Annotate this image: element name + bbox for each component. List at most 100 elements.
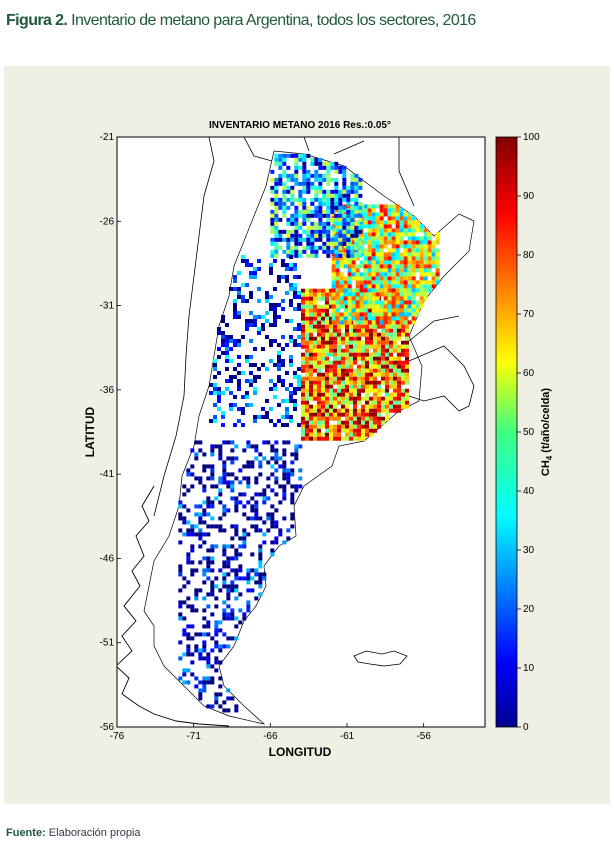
- heat-cell: [405, 372, 409, 377]
- heat-cell: [309, 356, 313, 361]
- heat-cell: [186, 520, 191, 525]
- heat-cell: [347, 276, 352, 281]
- heat-cell: [309, 352, 313, 357]
- heat-cell: [222, 580, 227, 585]
- heat-cell: [391, 208, 396, 213]
- heat-cell: [222, 440, 227, 445]
- heat-cell: [369, 380, 373, 385]
- heat-cell: [407, 212, 412, 217]
- heat-cell: [314, 213, 319, 218]
- heat-cell: [301, 360, 305, 365]
- heat-cell: [354, 177, 359, 182]
- heat-cell: [334, 205, 339, 210]
- heat-cell: [338, 241, 343, 246]
- heat-cell: [178, 676, 183, 681]
- heat-cell: [387, 256, 392, 261]
- figure-source: Fuente: Elaboración propia: [6, 827, 141, 839]
- heat-cell: [198, 528, 203, 533]
- heat-cell: [285, 343, 289, 347]
- heat-cell: [343, 256, 348, 261]
- heat-cell: [353, 420, 357, 425]
- heat-cell: [337, 396, 341, 401]
- heat-cell: [194, 504, 199, 509]
- heat-cell: [427, 248, 432, 253]
- heat-cell: [282, 201, 287, 206]
- heat-cell: [395, 256, 400, 261]
- heat-cell: [339, 284, 344, 289]
- heat-cell: [262, 440, 267, 445]
- heat-cell: [326, 209, 331, 214]
- heat-cell: [321, 404, 325, 409]
- heat-cell: [202, 684, 207, 689]
- heat-cell: [294, 165, 299, 170]
- heat-cell: [233, 287, 237, 291]
- heat-cell: [294, 444, 299, 449]
- heat-cell: [419, 252, 424, 257]
- heat-cell: [281, 307, 285, 311]
- heat-cell: [345, 360, 349, 365]
- heat-cell: [298, 237, 303, 242]
- heat-cell: [218, 704, 223, 709]
- heat-cell: [322, 177, 327, 182]
- heat-cell: [383, 224, 388, 229]
- heat-cell: [407, 232, 412, 237]
- heat-cell: [301, 396, 305, 401]
- heat-cell: [347, 300, 352, 305]
- heat-cell: [210, 636, 215, 641]
- heat-cell: [282, 237, 287, 242]
- heat-cell: [282, 448, 287, 453]
- heat-cell: [178, 564, 183, 569]
- heat-cell: [305, 400, 309, 405]
- heat-cell: [317, 308, 321, 313]
- heat-cell: [399, 232, 404, 237]
- heat-cell: [218, 476, 223, 481]
- heat-cell: [359, 312, 364, 317]
- heat-cell: [186, 632, 191, 637]
- heat-cell: [350, 209, 355, 214]
- heat-cell: [261, 415, 265, 419]
- heat-cell: [325, 308, 329, 313]
- heat-cell: [357, 328, 361, 333]
- heat-cell: [345, 384, 349, 389]
- heat-cell: [337, 388, 341, 393]
- heat-cell: [399, 264, 404, 269]
- heat-cell: [297, 327, 301, 331]
- heat-cell: [405, 376, 409, 381]
- heat-cell: [357, 364, 361, 369]
- heat-cell: [395, 296, 400, 301]
- heat-cell: [330, 225, 335, 230]
- heat-cell: [214, 644, 219, 649]
- heat-cell: [294, 241, 299, 246]
- heat-cell: [387, 288, 392, 293]
- heat-cell: [306, 245, 311, 250]
- heat-cell: [345, 344, 349, 349]
- heat-cell: [377, 340, 381, 345]
- heat-cell: [399, 296, 404, 301]
- heat-cell: [371, 256, 376, 261]
- heat-cell: [331, 256, 336, 261]
- heat-cell: [305, 376, 309, 381]
- heat-cell: [326, 253, 331, 258]
- heat-cell: [249, 379, 253, 383]
- heat-cell: [317, 304, 321, 309]
- heat-cell: [270, 540, 275, 545]
- heat-cell: [403, 288, 408, 293]
- heat-cell: [290, 460, 295, 465]
- heat-cell: [310, 209, 315, 214]
- heat-cell: [202, 656, 207, 661]
- heat-cell: [397, 360, 401, 365]
- heat-cell: [314, 189, 319, 194]
- heat-cell: [381, 336, 385, 341]
- heat-cell: [202, 688, 207, 693]
- heat-cell: [407, 320, 412, 325]
- heat-cell: [419, 264, 424, 269]
- heat-cell: [349, 412, 353, 417]
- heat-cell: [289, 283, 293, 287]
- heat-cell: [399, 228, 404, 233]
- heat-cell: [387, 224, 392, 229]
- heat-cell: [353, 348, 357, 353]
- heat-cell: [373, 360, 377, 365]
- heat-cell: [329, 316, 333, 321]
- heat-cell: [290, 484, 295, 489]
- heat-cell: [347, 256, 352, 261]
